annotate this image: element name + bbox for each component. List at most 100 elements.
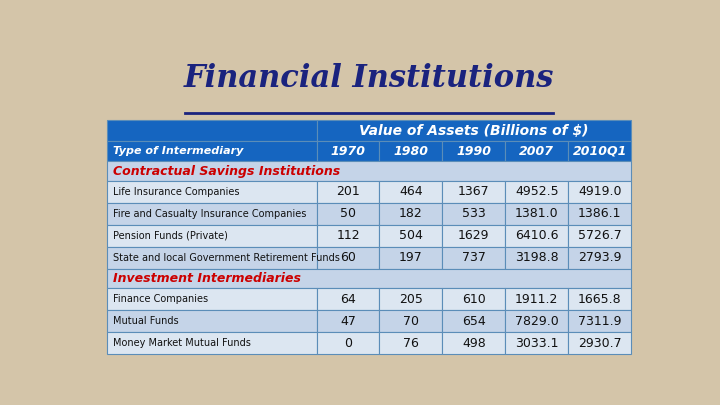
Text: 464: 464	[399, 185, 423, 198]
Text: 7311.9: 7311.9	[578, 315, 621, 328]
Text: 2930.7: 2930.7	[578, 337, 621, 350]
Bar	[107, 332, 317, 354]
Bar	[107, 203, 317, 225]
Bar	[379, 225, 442, 247]
Bar	[379, 247, 442, 269]
Text: 112: 112	[336, 229, 360, 242]
Bar	[379, 310, 442, 332]
Text: 1911.2: 1911.2	[515, 293, 559, 306]
Bar	[505, 225, 568, 247]
Bar	[317, 247, 379, 269]
Bar	[568, 141, 631, 161]
Bar	[505, 181, 568, 203]
Bar	[379, 288, 442, 310]
Text: 3198.8: 3198.8	[515, 251, 559, 264]
Bar	[107, 288, 317, 310]
Text: 182: 182	[399, 207, 423, 220]
Bar	[317, 310, 379, 332]
Bar	[317, 141, 379, 161]
Bar	[317, 120, 631, 141]
Text: 1381.0: 1381.0	[515, 207, 559, 220]
Text: 0: 0	[344, 337, 352, 350]
Bar	[379, 181, 442, 203]
Text: 2007: 2007	[519, 145, 554, 158]
Bar	[505, 288, 568, 310]
Text: 610: 610	[462, 293, 486, 306]
Bar	[442, 181, 505, 203]
Text: State and local Government Retirement Funds: State and local Government Retirement Fu…	[114, 253, 341, 263]
Bar	[442, 310, 505, 332]
Bar	[317, 288, 379, 310]
Bar	[568, 203, 631, 225]
Bar	[379, 141, 442, 161]
Text: 2010Q1: 2010Q1	[572, 145, 627, 158]
Bar	[568, 225, 631, 247]
Text: Contractual Savings Institutions: Contractual Savings Institutions	[114, 164, 341, 177]
Bar	[317, 203, 379, 225]
Bar	[442, 332, 505, 354]
Bar	[568, 332, 631, 354]
Bar	[568, 247, 631, 269]
Bar	[505, 203, 568, 225]
Text: 5726.7: 5726.7	[578, 229, 621, 242]
Text: 3033.1: 3033.1	[515, 337, 559, 350]
Text: 60: 60	[340, 251, 356, 264]
Text: Pension Funds (Private): Pension Funds (Private)	[114, 231, 228, 241]
Bar	[505, 332, 568, 354]
Text: 1970: 1970	[330, 145, 366, 158]
Bar	[107, 120, 317, 141]
Text: 4919.0: 4919.0	[578, 185, 621, 198]
Text: 47: 47	[340, 315, 356, 328]
Bar	[442, 203, 505, 225]
Bar	[568, 288, 631, 310]
Text: 1629: 1629	[458, 229, 490, 242]
Bar	[317, 225, 379, 247]
Text: 1386.1: 1386.1	[578, 207, 621, 220]
Bar	[317, 181, 379, 203]
Text: Mutual Funds: Mutual Funds	[114, 316, 179, 326]
Bar	[107, 181, 317, 203]
Text: 1367: 1367	[458, 185, 490, 198]
Text: 498: 498	[462, 337, 486, 350]
Bar	[107, 141, 317, 161]
Bar	[505, 247, 568, 269]
Bar	[379, 332, 442, 354]
Text: Fire and Casualty Insurance Companies: Fire and Casualty Insurance Companies	[114, 209, 307, 219]
Text: 737: 737	[462, 251, 486, 264]
Text: Money Market Mutual Funds: Money Market Mutual Funds	[114, 338, 251, 348]
Bar	[442, 225, 505, 247]
Text: 1990: 1990	[456, 145, 492, 158]
Bar	[107, 247, 317, 269]
Bar	[442, 288, 505, 310]
Text: 2793.9: 2793.9	[578, 251, 621, 264]
Text: 64: 64	[340, 293, 356, 306]
Bar	[317, 332, 379, 354]
Text: Life Insurance Companies: Life Insurance Companies	[114, 187, 240, 197]
Text: 654: 654	[462, 315, 486, 328]
Text: Type of Intermediary: Type of Intermediary	[114, 146, 244, 156]
Text: 504: 504	[399, 229, 423, 242]
Bar	[568, 181, 631, 203]
Bar	[505, 141, 568, 161]
Bar	[505, 310, 568, 332]
Text: 7829.0: 7829.0	[515, 315, 559, 328]
Text: 197: 197	[399, 251, 423, 264]
Bar	[442, 141, 505, 161]
Text: Financial Institutions: Financial Institutions	[184, 63, 554, 94]
Bar	[107, 161, 631, 181]
Bar	[107, 225, 317, 247]
Text: 76: 76	[403, 337, 419, 350]
Text: 70: 70	[403, 315, 419, 328]
Bar	[442, 247, 505, 269]
Text: 205: 205	[399, 293, 423, 306]
Text: 533: 533	[462, 207, 486, 220]
Bar	[107, 269, 631, 288]
Text: Finance Companies: Finance Companies	[114, 294, 209, 304]
Text: Investment Intermediaries: Investment Intermediaries	[114, 272, 302, 285]
Bar	[379, 203, 442, 225]
Text: 201: 201	[336, 185, 360, 198]
Text: Value of Assets (Billions of $): Value of Assets (Billions of $)	[359, 124, 589, 138]
Text: 4952.5: 4952.5	[515, 185, 559, 198]
Text: 50: 50	[340, 207, 356, 220]
Text: 1980: 1980	[393, 145, 428, 158]
